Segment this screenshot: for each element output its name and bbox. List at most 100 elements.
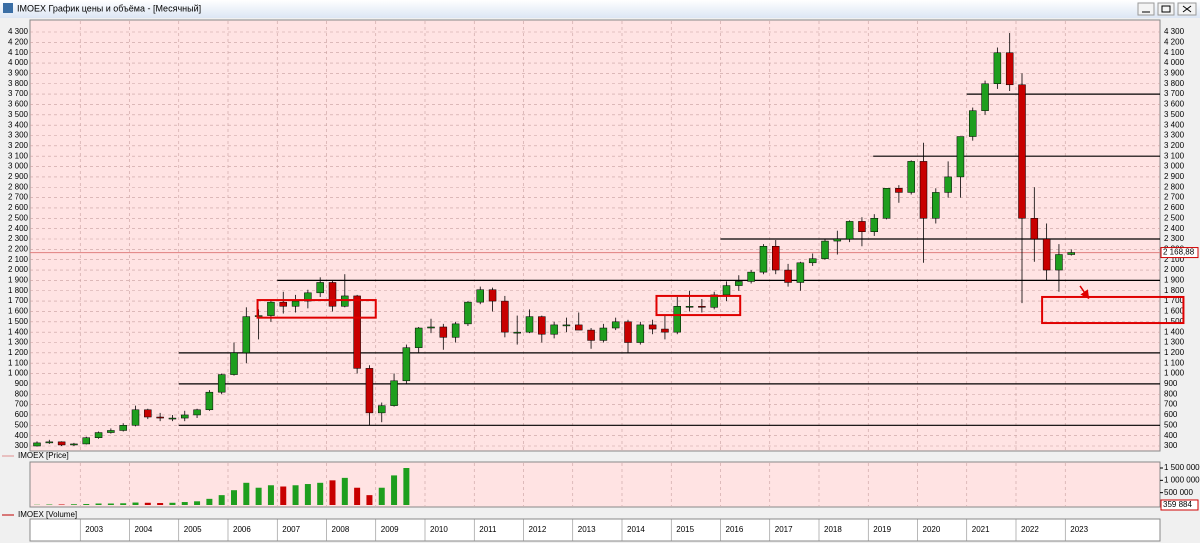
y-tick-label: 2 000 <box>8 265 29 274</box>
y-tick-label: 1 500 <box>8 317 29 326</box>
y-tick-label-right: 2 800 <box>1164 182 1185 191</box>
candle-body <box>735 281 743 286</box>
year-label: 2017 <box>775 525 793 534</box>
y-tick-label-right: 2 400 <box>1164 224 1185 233</box>
y-tick-label-right: 2 500 <box>1164 213 1185 222</box>
candle-body <box>390 380 398 406</box>
volume-tick-label: 500 000 <box>1164 488 1193 497</box>
y-tick-label: 4 100 <box>8 48 29 57</box>
year-label: 2003 <box>85 525 103 534</box>
candle-body <box>895 188 903 193</box>
candle-body <box>94 432 103 438</box>
candle-body <box>107 430 115 433</box>
y-tick-label: 4 000 <box>8 58 29 67</box>
volume-bar <box>194 501 201 505</box>
volume-bar <box>304 484 311 505</box>
candle-body <box>624 321 632 343</box>
y-tick-label-right: 2 100 <box>1164 255 1185 264</box>
y-tick-label-right: 4 200 <box>1164 37 1185 46</box>
volume-bar <box>391 475 398 505</box>
candle-body <box>291 300 300 307</box>
year-label: 2004 <box>135 525 153 534</box>
volume-bar <box>292 485 299 505</box>
candle-body <box>673 306 681 333</box>
y-tick-label-right: 3 100 <box>1164 151 1185 160</box>
candle-body <box>747 271 755 282</box>
y-tick-label: 3 400 <box>8 120 29 129</box>
y-tick-label: 2 100 <box>8 255 29 264</box>
y-tick-label-right: 300 <box>1164 441 1178 450</box>
y-tick-label-right: 3 800 <box>1164 79 1185 88</box>
volume-panel <box>29 461 1161 508</box>
y-tick-label: 2 600 <box>8 203 29 212</box>
volume-bar <box>218 495 225 505</box>
y-tick-label: 3 000 <box>8 162 29 171</box>
y-tick-label: 2 500 <box>8 213 29 222</box>
volume-bar <box>329 480 336 505</box>
candle-body <box>698 306 706 308</box>
y-tick-label: 3 800 <box>8 79 29 88</box>
candle-body <box>808 258 817 264</box>
maximize-icon <box>1161 5 1171 13</box>
candle-body <box>378 405 386 414</box>
candle-body <box>119 425 127 431</box>
window-buttons[interactable] <box>1137 2 1197 16</box>
y-tick-label: 3 100 <box>8 151 29 160</box>
y-tick-label: 1 900 <box>8 276 29 285</box>
candle-body <box>33 442 41 447</box>
volume-bar <box>243 482 250 505</box>
candle-body <box>131 409 140 426</box>
y-tick-label-right: 3 600 <box>1164 100 1185 109</box>
y-tick-label-right: 4 000 <box>1164 58 1185 67</box>
candle-body <box>304 292 312 302</box>
y-tick-label-right: 700 <box>1164 400 1178 409</box>
volume-bar <box>83 504 90 505</box>
candle-body <box>944 176 952 193</box>
candle-body <box>882 188 891 219</box>
candle-body <box>353 295 361 369</box>
year-label: 2022 <box>1021 525 1039 534</box>
candle-body <box>575 324 583 331</box>
volume-bar <box>354 487 361 505</box>
y-tick-label: 3 700 <box>8 89 29 98</box>
y-tick-label: 300 <box>15 441 29 450</box>
y-tick-label: 2 300 <box>8 234 29 243</box>
y-tick-label: 3 600 <box>8 100 29 109</box>
candle-body <box>217 374 226 393</box>
candle-body <box>341 295 349 307</box>
y-tick-label: 1 000 <box>8 369 29 378</box>
y-tick-label-right: 500 <box>1164 420 1178 429</box>
candle-body <box>685 306 694 308</box>
y-tick-label-right: 2 300 <box>1164 234 1185 243</box>
volume-bar <box>255 487 262 505</box>
year-label: 2019 <box>873 525 891 534</box>
y-tick-label-right: 1 400 <box>1164 327 1185 336</box>
y-tick-label-right: 400 <box>1164 431 1178 440</box>
y-tick-label: 1 400 <box>8 327 29 336</box>
y-tick-label: 3 900 <box>8 69 29 78</box>
minimize-button[interactable] <box>1137 2 1155 16</box>
last-volume-label: 359 884 <box>1163 500 1192 509</box>
candle-body <box>969 110 977 137</box>
volume-bar <box>169 502 176 505</box>
volume-bar <box>267 485 274 505</box>
candle-body <box>488 289 497 302</box>
candle-body <box>661 328 669 333</box>
y-tick-label-right: 3 300 <box>1164 131 1185 140</box>
candle-body <box>648 324 657 330</box>
candle-body <box>845 221 854 240</box>
y-tick-label: 2 800 <box>8 182 29 191</box>
year-label: 2013 <box>578 525 596 534</box>
y-tick-label: 900 <box>15 379 29 388</box>
y-tick-label-right: 1 900 <box>1164 276 1185 285</box>
year-label: 2015 <box>676 525 694 534</box>
candle-body <box>414 327 423 348</box>
year-label: 2018 <box>824 525 842 534</box>
volume-bar <box>341 477 348 505</box>
year-label: 2020 <box>923 525 941 534</box>
y-tick-label-right: 4 300 <box>1164 27 1185 36</box>
maximize-button[interactable] <box>1157 2 1175 16</box>
y-tick-label-right: 1 600 <box>1164 307 1185 316</box>
volume-bar <box>317 482 324 505</box>
